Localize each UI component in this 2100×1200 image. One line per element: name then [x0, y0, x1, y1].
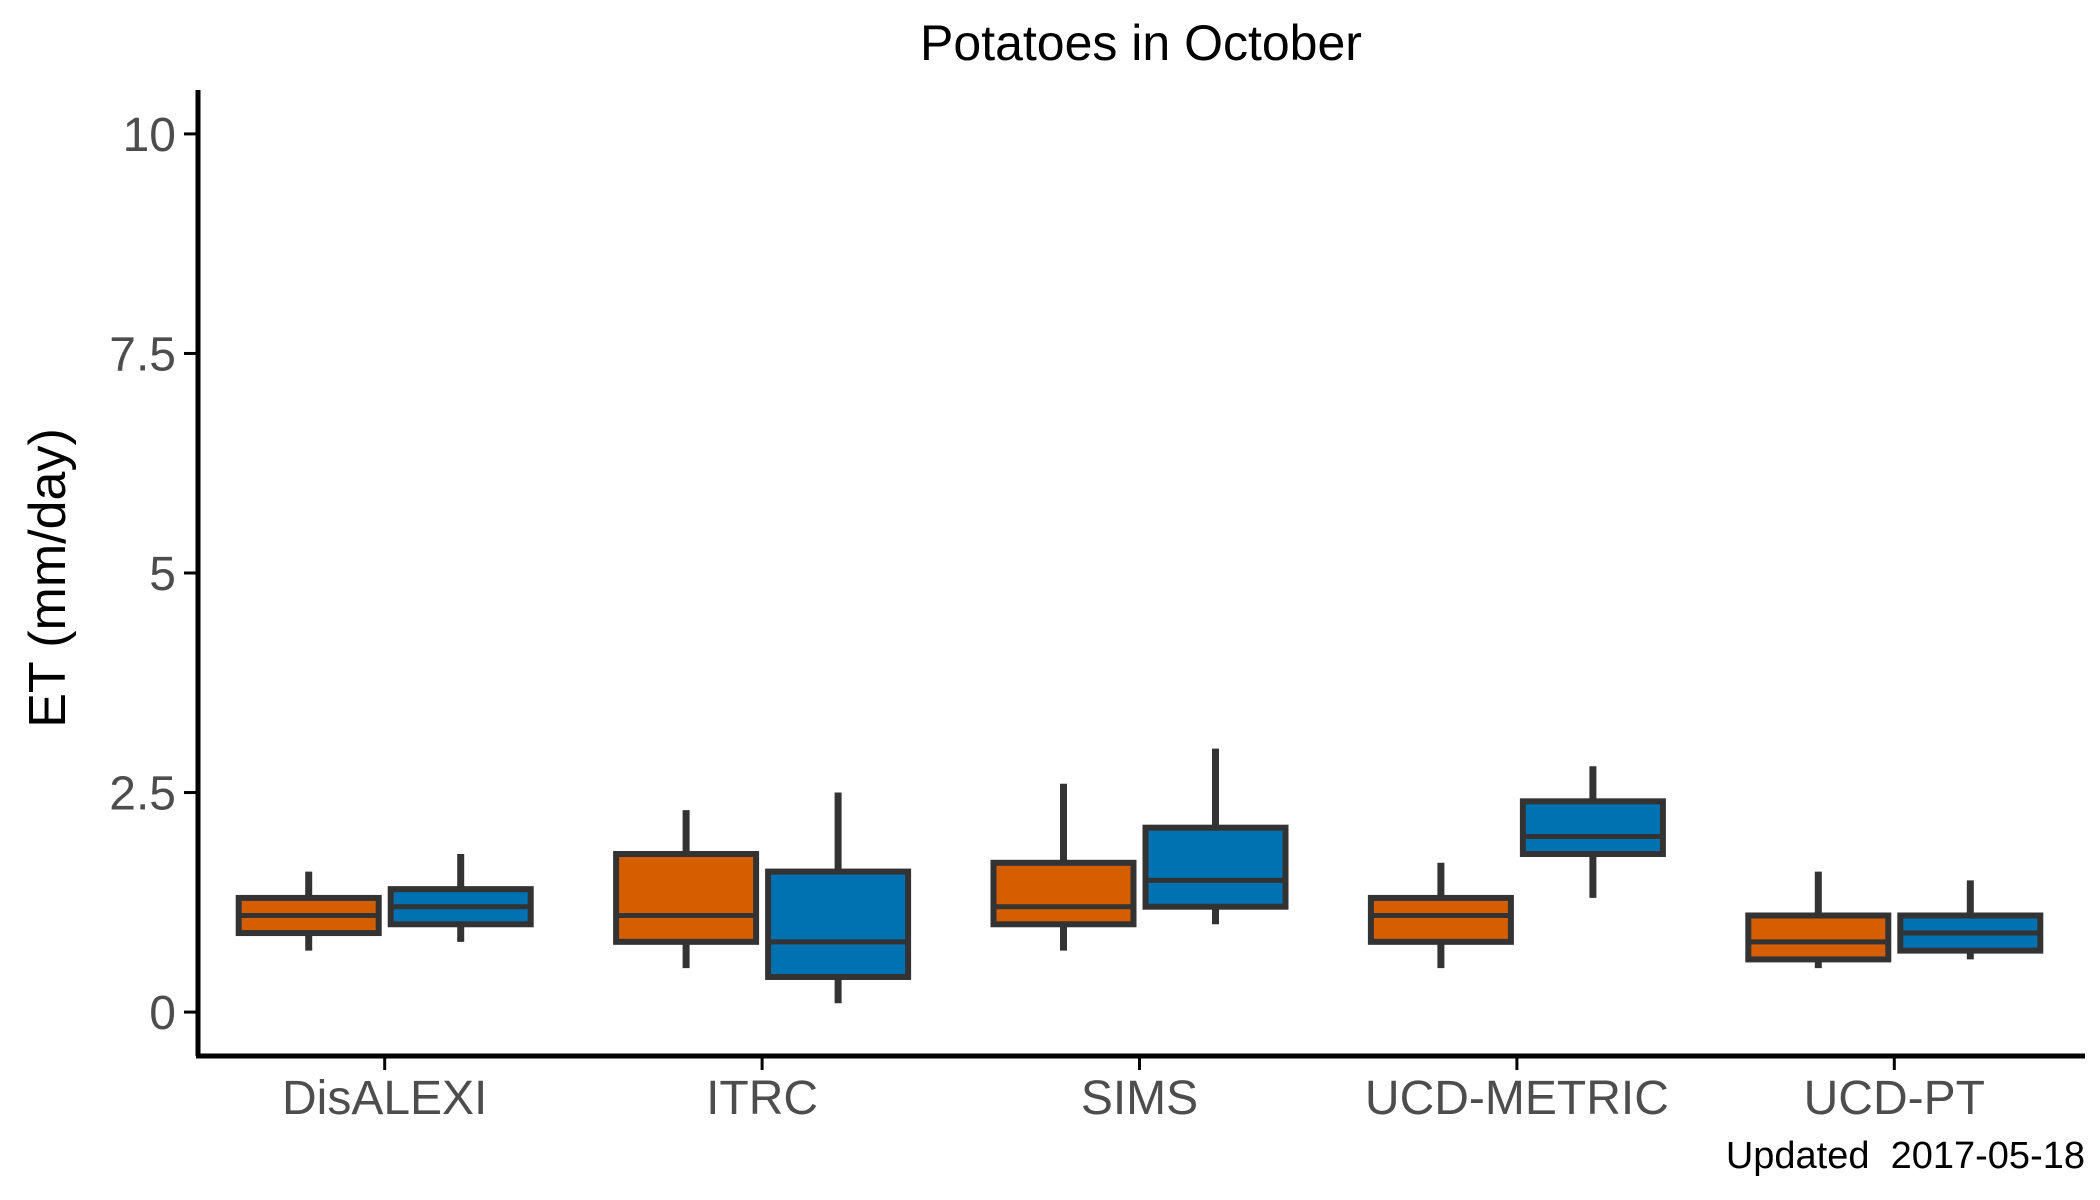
box-iqr: [765, 868, 912, 980]
x-tick-label: UCD-PT: [1804, 1072, 1985, 1125]
chart-title: Potatoes in October: [920, 15, 1362, 71]
box-iqr: [1142, 824, 1289, 910]
x-tick-label: UCD-METRIC: [1365, 1072, 1669, 1125]
x-tick-label: ITRC: [706, 1072, 818, 1125]
x-tick-label: SIMS: [1081, 1072, 1198, 1125]
box-iqr: [1519, 798, 1666, 858]
y-tick-label: 5: [149, 548, 176, 601]
updated-caption: Updated 2017-05-18: [1726, 1135, 2085, 1177]
box-iqr: [990, 859, 1137, 928]
y-tick-label: 10: [123, 109, 176, 162]
y-tick-label: 0: [149, 987, 176, 1040]
y-tick-label: 7.5: [109, 328, 176, 381]
box-iqr: [613, 851, 760, 945]
y-tick-label: 2.5: [109, 768, 176, 821]
box-iqr: [1367, 894, 1514, 945]
plot-area: 0 2.5 5 7.5 10 DisALEXI ITRC SIMS UCD-METRIC UCD-…: [109, 90, 2085, 1125]
box-iqr: [1745, 912, 1892, 963]
x-tick-label: DisALEXI: [282, 1072, 487, 1125]
y-axis-title: ET (mm/day): [19, 428, 77, 728]
